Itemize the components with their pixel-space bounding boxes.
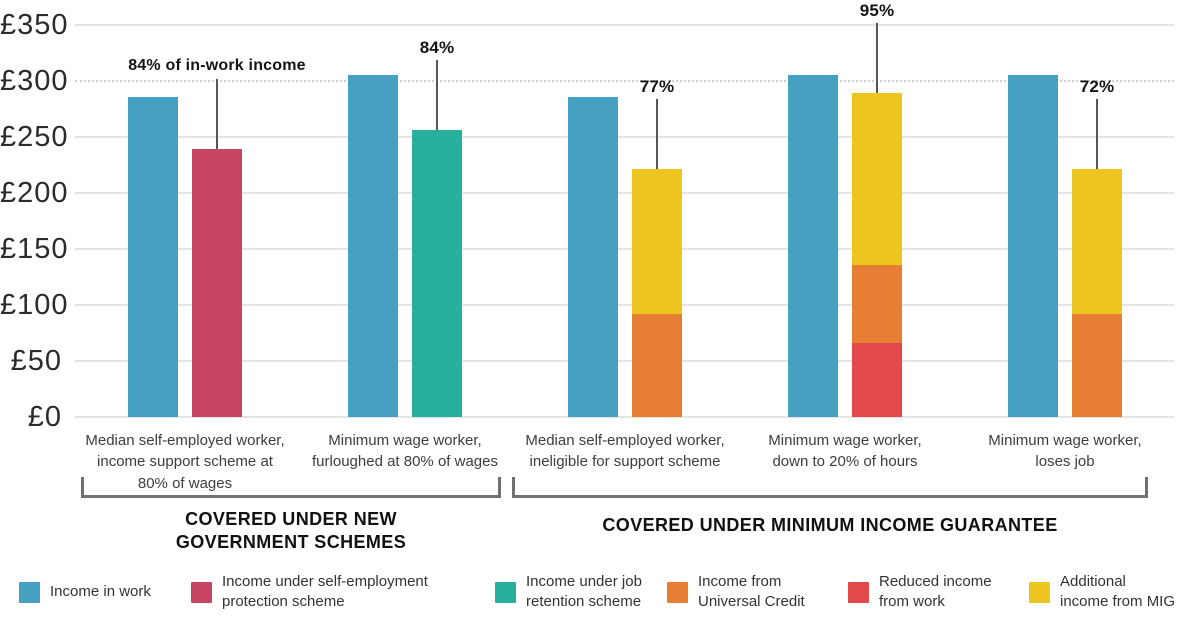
annotation-leader-line	[436, 60, 438, 131]
category-label: Median self-employed worker, ineligible …	[525, 432, 725, 471]
legend-label: Reduced income from work	[879, 572, 992, 610]
gridline-350	[75, 24, 1174, 26]
bar-segment-self_employment_protection	[192, 149, 242, 417]
legend-swatch-universal_credit	[667, 581, 688, 603]
legend-item: Income from Universal Credit	[667, 570, 805, 614]
gridline-200	[75, 192, 1174, 194]
percent-annotation: 72%	[1079, 77, 1115, 97]
category-label: Minimum wage worker, loses job	[988, 432, 1142, 471]
category-label: Median self-employed worker, income supp…	[85, 432, 285, 492]
section-bracket	[512, 477, 1148, 498]
category-label: Minimum wage worker, furloughed at 80% o…	[312, 432, 498, 471]
legend-label: Income under self-employment protection …	[222, 572, 428, 610]
legend-item: Income under job retention scheme	[495, 570, 642, 614]
percent-annotation: 84%	[419, 38, 455, 58]
gridline-100	[75, 304, 1174, 306]
section-bracket	[81, 477, 501, 498]
gridline-50	[75, 360, 1174, 362]
bar-segment-reduced_income_from_work	[852, 343, 902, 417]
bar-segment-in_work	[128, 96, 178, 417]
y-axis-tick-label: £100	[0, 289, 69, 321]
section-label: COVERED UNDER NEW GOVERNMENT SCHEMES	[175, 509, 407, 552]
y-axis-tick-label: £200	[0, 177, 69, 209]
category-label: Minimum wage worker, down to 20% of hour…	[768, 432, 922, 471]
y-axis-tick-label: £350	[0, 9, 69, 41]
gridline-0	[75, 416, 1174, 418]
bar-segment-mig	[852, 93, 902, 265]
bar-segment-in_work	[348, 75, 398, 417]
bar-segment-universal_credit	[632, 313, 682, 417]
bar-segment-in_work	[568, 96, 618, 417]
gridline-300	[75, 80, 1174, 82]
percent-annotation: 84% of in-work income	[128, 57, 306, 75]
gridline-250	[75, 136, 1174, 138]
legend-label: Income under job retention scheme	[526, 572, 642, 610]
legend-label: Income from Universal Credit	[698, 572, 805, 610]
annotation-leader-line	[1096, 99, 1098, 170]
legend-item: Reduced income from work	[848, 570, 992, 614]
bar-segment-universal_credit	[1072, 313, 1122, 417]
section-label: COVERED UNDER MINIMUM INCOME GUARANTEE	[602, 515, 1058, 535]
legend-item: Income in work	[19, 570, 151, 614]
y-axis-tick-label: £50	[10, 345, 62, 377]
bar-segment-mig	[1072, 169, 1122, 314]
legend-swatch-reduced_income_from_work	[848, 581, 869, 603]
annotation-leader-line	[656, 99, 658, 170]
legend-swatch-self_employment_protection	[191, 581, 212, 603]
annotation-leader-line	[876, 23, 878, 94]
bar-segment-in_work	[788, 75, 838, 417]
gridline-150	[75, 248, 1174, 250]
percent-annotation: 95%	[859, 1, 895, 21]
legend-swatch-in_work	[19, 581, 40, 603]
bar-segment-mig	[632, 169, 682, 314]
legend-swatch-job_retention	[495, 581, 516, 603]
annotation-leader-line	[216, 79, 218, 150]
y-axis-tick-label: £150	[0, 233, 69, 265]
bar-segment-job_retention	[412, 130, 462, 417]
legend-item: Additional income from MIG	[1029, 570, 1175, 614]
percent-annotation: 77%	[639, 77, 675, 97]
bar-segment-universal_credit	[852, 264, 902, 344]
legend-label: Additional income from MIG	[1060, 572, 1176, 610]
bar-segment-in_work	[1008, 75, 1058, 417]
y-axis-tick-label: £250	[0, 121, 69, 153]
legend-item: Income under self-employment protection …	[191, 570, 428, 614]
y-axis-tick-label: £300	[0, 65, 69, 97]
legend-swatch-mig	[1029, 581, 1050, 603]
legend-label: Income in work	[50, 582, 151, 600]
y-axis-tick-label: £0	[27, 401, 62, 433]
